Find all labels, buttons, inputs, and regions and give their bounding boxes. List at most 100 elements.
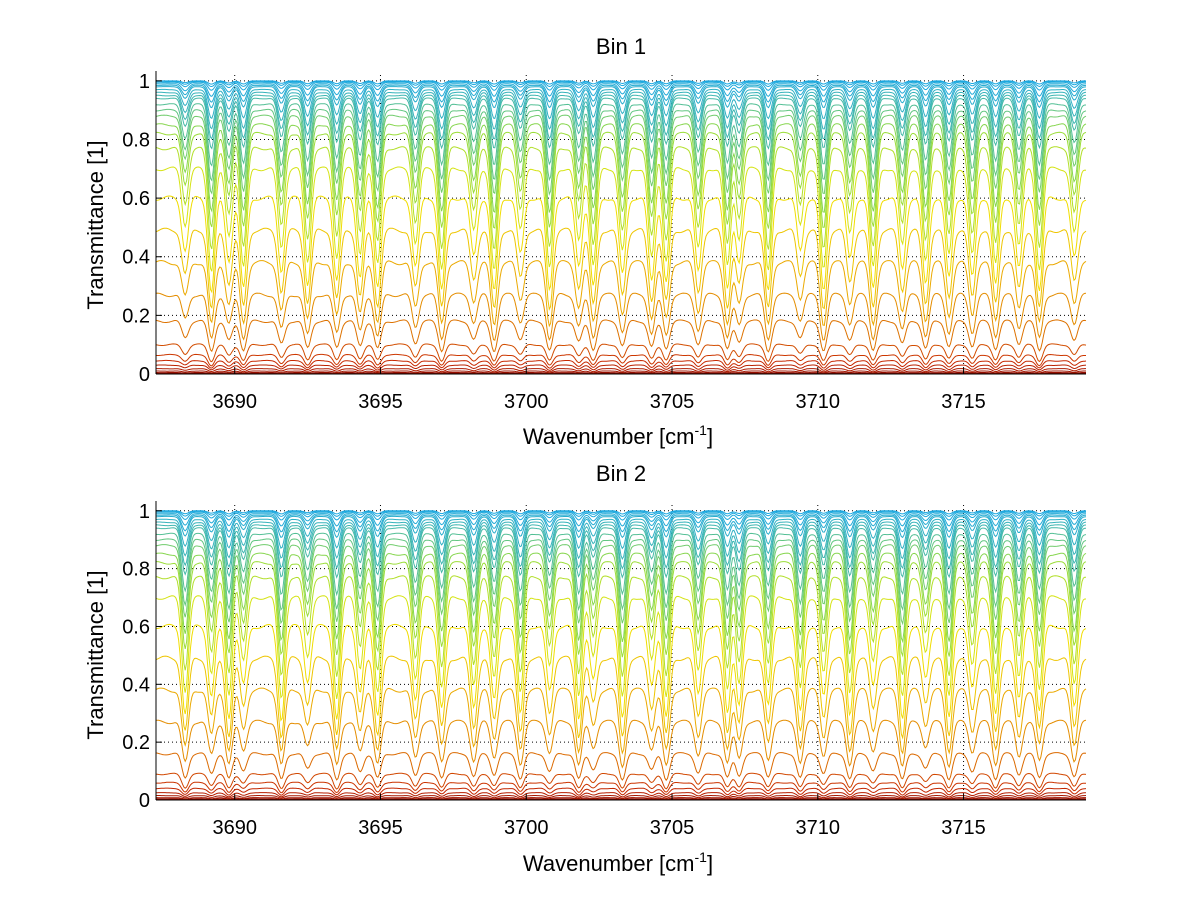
series-line — [155, 353, 1086, 367]
series-line — [155, 364, 1087, 371]
series-line — [155, 552, 1087, 644]
series-line — [155, 544, 1087, 626]
series-line — [155, 97, 1086, 150]
series-line — [155, 319, 1087, 353]
chart-panel-bin-2: Bin 2 3690 3695 3700 3705 3710 3715 0 0.2 0.4 0.6… — [83, 461, 1087, 876]
series-line — [155, 532, 1087, 597]
series-line — [155, 538, 1087, 612]
series-line — [155, 108, 1087, 182]
y-tick-label: 0.6 — [122, 616, 150, 638]
series-line — [156, 623, 1087, 722]
series-line — [156, 515, 1087, 539]
series-line — [155, 88, 1087, 120]
series-line — [156, 368, 1086, 373]
axes — [155, 71, 1086, 375]
x-axis-label-superscript: -1 — [695, 849, 708, 865]
x-axis-label-main: Wavenumber [cm — [523, 851, 695, 876]
series-line — [155, 524, 1087, 570]
chart-title: Bin 2 — [596, 461, 646, 486]
series-group — [155, 80, 1087, 375]
x-tick-label: 3695 — [358, 391, 403, 413]
series-line — [155, 527, 1086, 579]
series-line — [156, 781, 1086, 794]
x-axis-label-close: ] — [707, 851, 713, 876]
series-line — [156, 91, 1087, 131]
series-line — [155, 343, 1087, 363]
series-line — [155, 687, 1087, 755]
series-line — [155, 131, 1087, 229]
series-line — [156, 797, 1086, 800]
series-line — [155, 575, 1086, 677]
series-line — [156, 195, 1087, 294]
x-tick-label: 3690 — [212, 391, 257, 413]
x-tick-label: 3710 — [796, 817, 841, 839]
y-axis-label: Transmittance [1] — [83, 570, 108, 739]
series-line — [155, 114, 1087, 196]
series-line — [155, 772, 1087, 790]
x-tick-label: 3715 — [941, 817, 986, 839]
grid — [156, 75, 1086, 374]
x-tick-label: 3715 — [941, 391, 986, 413]
y-tick-label: 0.2 — [122, 305, 150, 327]
x-axis-label-main: Wavenumber [cm — [523, 424, 695, 449]
y-tick-label: 0 — [139, 364, 150, 386]
y-tick-label: 0.6 — [122, 188, 150, 210]
x-axis-label: Wavenumber [cm-1] — [523, 849, 713, 876]
y-tick-label: 0.2 — [122, 732, 150, 754]
y-tick-label: 0.8 — [122, 559, 150, 581]
series-line — [155, 292, 1087, 342]
x-axis-label: Wavenumber [cm-1] — [523, 422, 713, 449]
series-line — [156, 511, 1086, 521]
series-line — [155, 794, 1087, 799]
axes — [155, 501, 1086, 801]
series-line — [156, 371, 1086, 374]
series-line — [155, 166, 1087, 272]
series-line — [156, 81, 1086, 91]
x-tick-label: 3700 — [504, 391, 549, 413]
series-line — [156, 561, 1087, 658]
x-tick-label: 3700 — [504, 817, 549, 839]
series-line — [155, 123, 1087, 214]
series-line — [155, 595, 1086, 699]
series-line — [155, 103, 1086, 167]
series-line — [156, 84, 1087, 103]
y-axis-label: Transmittance [1] — [83, 140, 108, 309]
x-tick-label: 3705 — [650, 817, 695, 839]
series-line — [155, 359, 1087, 369]
series-line — [155, 94, 1087, 141]
tick-labels: 3690 3695 3700 3705 3710 3715 0 0.2 0.4 0.6 0.8 1 — [122, 501, 986, 839]
y-tick-label: 0.8 — [122, 129, 150, 151]
series-line — [156, 510, 1086, 517]
x-tick-label: 3695 — [358, 817, 403, 839]
series-line — [156, 80, 1087, 88]
series-line — [156, 513, 1087, 527]
series-line — [156, 83, 1087, 97]
series-line — [155, 521, 1087, 561]
series-line — [155, 259, 1087, 328]
x-axis-label-superscript: -1 — [695, 422, 708, 438]
chart-panel-bin-1: Bin 1 3690 3695 3700 3705 3710 3715 0 0.2 0.4 0.6… — [83, 34, 1087, 449]
y-tick-label: 1 — [139, 501, 150, 523]
y-tick-label: 0.4 — [122, 247, 150, 269]
series-line — [156, 86, 1087, 109]
x-tick-label: 3710 — [796, 391, 841, 413]
tick-labels: 3690 3695 3700 3705 3710 3715 0 0.2 0.4 0.6 0.8 1 — [122, 71, 986, 413]
x-tick-label: 3705 — [650, 391, 695, 413]
y-tick-label: 0.4 — [122, 674, 150, 696]
series-line — [155, 719, 1087, 769]
series-line — [155, 227, 1087, 311]
series-line — [156, 80, 1086, 85]
series-line — [156, 510, 1086, 515]
series-line — [155, 518, 1087, 550]
series-group — [155, 510, 1087, 801]
series-line — [155, 655, 1087, 740]
x-axis-label-close: ] — [707, 424, 713, 449]
chart-title: Bin 1 — [596, 34, 646, 59]
series-line — [155, 792, 1087, 798]
x-tick-label: 3690 — [212, 817, 257, 839]
series-line — [156, 514, 1086, 533]
series-line — [155, 146, 1087, 250]
series-line — [156, 370, 1086, 374]
y-tick-label: 0 — [139, 790, 150, 812]
